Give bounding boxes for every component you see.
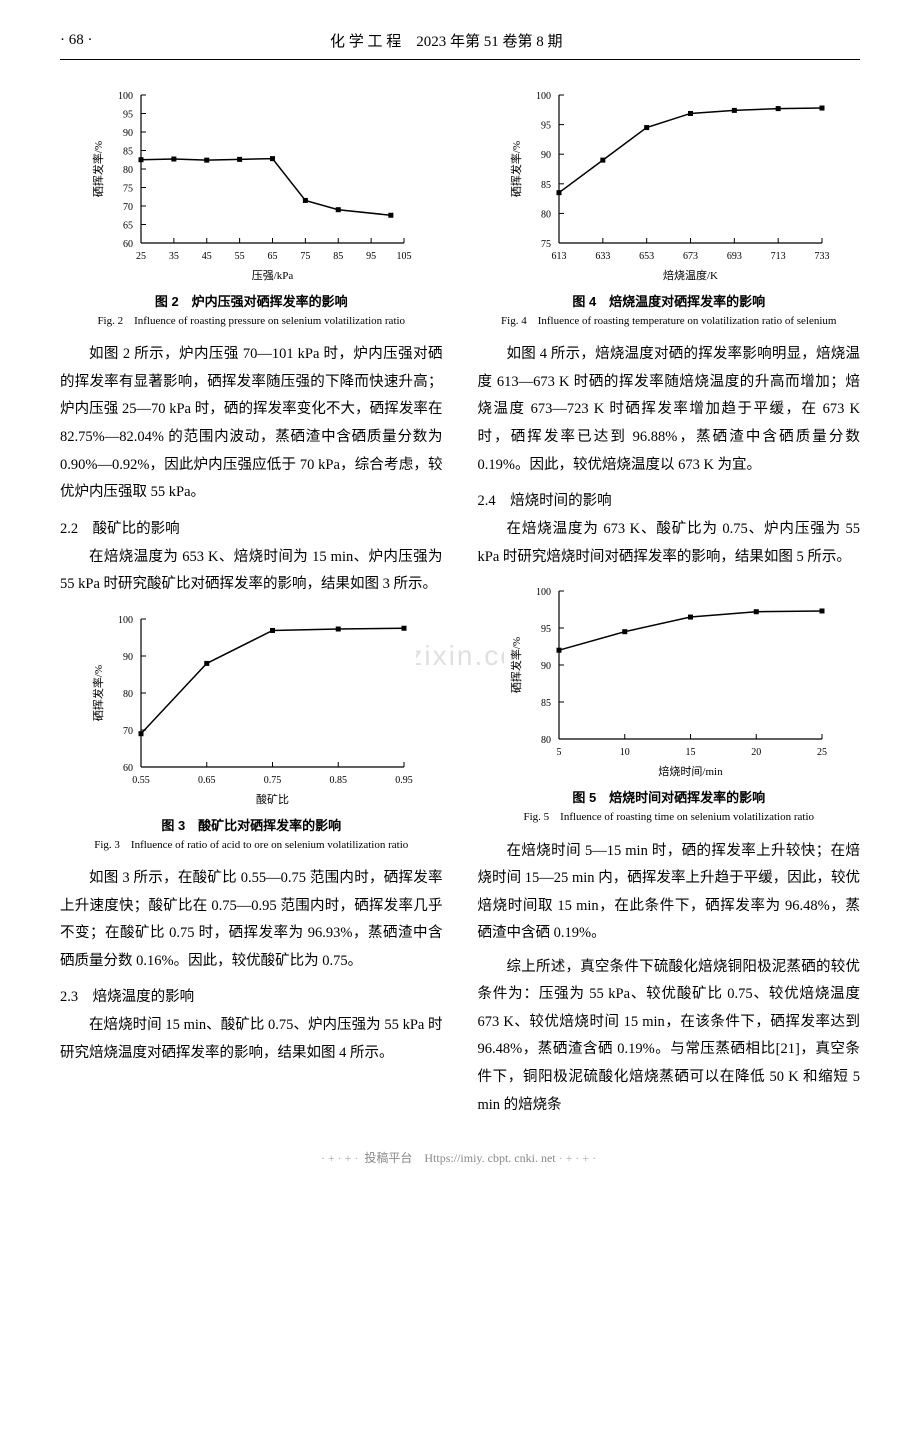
svg-text:100: 100 bbox=[118, 615, 133, 626]
svg-text:90: 90 bbox=[123, 128, 133, 139]
fig4-caption-cn: 图 4 焙烧温度对硒挥发率的影响 bbox=[572, 291, 765, 310]
svg-text:90: 90 bbox=[123, 652, 133, 663]
fig5-caption-en: Fig. 5 Influence of roasting time on sel… bbox=[523, 810, 814, 825]
fig4-chart: 613 633 653 673 693 713 733 75 80 85 90 95 100 焙烧温度/K… bbox=[504, 85, 834, 285]
svg-text:25: 25 bbox=[136, 251, 146, 262]
svg-text:0.55: 0.55 bbox=[133, 775, 151, 786]
fig3-caption-en: Fig. 3 Influence of ratio of acid to ore… bbox=[94, 838, 408, 853]
svg-text:10: 10 bbox=[620, 747, 630, 758]
svg-text:100: 100 bbox=[536, 587, 551, 598]
svg-text:95: 95 bbox=[541, 624, 551, 635]
svg-text:焙烧时间/min: 焙烧时间/min bbox=[658, 764, 723, 778]
svg-text:713: 713 bbox=[770, 251, 785, 262]
svg-text:85: 85 bbox=[541, 180, 551, 191]
para-2-4: 在焙烧时间 15 min、酸矿比 0.75、炉内压强为 55 kPa 时研究焙烧… bbox=[60, 1012, 443, 1067]
section-2-4: 2.4 焙烧时间的影响 bbox=[478, 489, 861, 510]
svg-text:焙烧温度/K: 焙烧温度/K bbox=[663, 268, 718, 282]
page-header: · 68 · 化 学 工 程 2023 年第 51 卷第 8 期 bbox=[60, 30, 860, 60]
svg-text:75: 75 bbox=[123, 184, 133, 195]
svg-text:95: 95 bbox=[123, 110, 133, 121]
fig2-caption-cn: 图 2 炉内压强对硒挥发率的影响 bbox=[155, 291, 348, 310]
fig5-caption-cn: 图 5 焙烧时间对硒挥发率的影响 bbox=[572, 787, 765, 806]
footer-deco-left: ·+·+· bbox=[321, 1151, 362, 1165]
svg-text:105: 105 bbox=[397, 251, 412, 262]
svg-text:80: 80 bbox=[123, 689, 133, 700]
para-r-2: 在焙烧温度为 673 K、酸矿比为 0.75、炉内压强为 55 kPa 时研究焙… bbox=[478, 516, 861, 571]
footer-text: 投稿平台 Https://imiy. cbpt. cnki. net bbox=[364, 1151, 555, 1165]
svg-text:70: 70 bbox=[123, 726, 133, 737]
para-2-1: 如图 2 所示，炉内压强 70—101 kPa 时，炉内压强对硒的挥发率有显著影… bbox=[60, 341, 443, 506]
svg-text:95: 95 bbox=[541, 121, 551, 132]
right-column: 613 633 653 673 693 713 733 75 80 85 90 95 100 焙烧温度/K… bbox=[478, 85, 861, 1119]
section-2-3: 2.3 焙烧温度的影响 bbox=[60, 985, 443, 1006]
svg-text:693: 693 bbox=[727, 251, 742, 262]
svg-text:75: 75 bbox=[541, 239, 551, 250]
fig2-caption-en: Fig. 2 Influence of roasting pressure on… bbox=[97, 314, 405, 329]
svg-text:15: 15 bbox=[685, 747, 695, 758]
svg-text:0.95: 0.95 bbox=[396, 775, 414, 786]
svg-text:613: 613 bbox=[551, 251, 566, 262]
svg-text:80: 80 bbox=[541, 209, 551, 220]
para-r-4: 综上所述，真空条件下硫酸化焙烧铜阳极泥蒸硒的较优条件为：压强为 55 kPa、较… bbox=[478, 954, 861, 1119]
svg-text:75: 75 bbox=[301, 251, 311, 262]
svg-text:20: 20 bbox=[751, 747, 761, 758]
svg-text:90: 90 bbox=[541, 150, 551, 161]
para-2-2: 在焙烧温度为 653 K、焙烧时间为 15 min、炉内压强为 55 kPa 时… bbox=[60, 544, 443, 599]
svg-text:35: 35 bbox=[169, 251, 179, 262]
svg-text:70: 70 bbox=[123, 202, 133, 213]
svg-text:90: 90 bbox=[541, 661, 551, 672]
svg-text:65: 65 bbox=[268, 251, 278, 262]
svg-text:酸矿比: 酸矿比 bbox=[256, 792, 289, 806]
svg-text:65: 65 bbox=[123, 221, 133, 232]
svg-text:733: 733 bbox=[814, 251, 829, 262]
svg-text:85: 85 bbox=[123, 147, 133, 158]
footer-deco-right: ·+·+· bbox=[559, 1151, 600, 1165]
left-column: 25 35 45 55 65 75 85 95 105 60 65 70 75 80 85 90 95 100 压强… bbox=[60, 85, 443, 1119]
svg-text:80: 80 bbox=[541, 735, 551, 746]
svg-text:0.65: 0.65 bbox=[198, 775, 216, 786]
fig4-caption-en: Fig. 4 Influence of roasting temperature… bbox=[501, 314, 836, 329]
para-r-1: 如图 4 所示，焙烧温度对硒的挥发率影响明显，焙烧温度 613—673 K 时硒… bbox=[478, 341, 861, 479]
journal-title: 化 学 工 程 2023 年第 51 卷第 8 期 bbox=[93, 30, 801, 51]
para-2-3: 如图 3 所示，在酸矿比 0.55—0.75 范围内时，硒挥发率上升速度快；酸矿… bbox=[60, 865, 443, 975]
svg-text:硒挥发率/%: 硒挥发率/% bbox=[509, 141, 523, 197]
svg-text:硒挥发率/%: 硒挥发率/% bbox=[509, 637, 523, 693]
fig3-container: 0.55 0.65 0.75 0.85 0.95 60 70 80 90 100 酸矿比 硒挥发率/%… bbox=[60, 609, 443, 853]
fig3-caption-cn: 图 3 酸矿比对硒挥发率的影响 bbox=[161, 815, 341, 834]
svg-text:100: 100 bbox=[118, 91, 133, 102]
fig5-chart: 5 10 15 20 25 80 85 90 95 100 焙烧时间/min 硒挥发率/% bbox=[504, 581, 834, 781]
svg-text:653: 653 bbox=[639, 251, 654, 262]
para-r-3: 在焙烧时间 5—15 min 时，硒的挥发率上升较快；在焙烧时间 15—25 m… bbox=[478, 838, 861, 948]
svg-text:55: 55 bbox=[235, 251, 245, 262]
svg-text:25: 25 bbox=[817, 747, 827, 758]
svg-text:0.85: 0.85 bbox=[330, 775, 348, 786]
svg-text:633: 633 bbox=[595, 251, 610, 262]
page-number: · 68 · bbox=[60, 32, 93, 49]
fig2-chart: 25 35 45 55 65 75 85 95 105 60 65 70 75 80 85 90 95 100 压强… bbox=[86, 85, 416, 285]
svg-text:80: 80 bbox=[123, 165, 133, 176]
svg-text:85: 85 bbox=[334, 251, 344, 262]
fig4-container: 613 633 653 673 693 713 733 75 80 85 90 95 100 焙烧温度/K… bbox=[478, 85, 861, 329]
svg-text:60: 60 bbox=[123, 763, 133, 774]
svg-text:压强/kPa: 压强/kPa bbox=[252, 269, 294, 282]
svg-text:0.75: 0.75 bbox=[264, 775, 282, 786]
svg-text:100: 100 bbox=[536, 91, 551, 102]
svg-text:673: 673 bbox=[683, 251, 698, 262]
svg-text:硒挥发率/%: 硒挥发率/% bbox=[91, 141, 105, 197]
section-2-2: 2.2 酸矿比的影响 bbox=[60, 517, 443, 538]
svg-text:45: 45 bbox=[202, 251, 212, 262]
svg-text:60: 60 bbox=[123, 239, 133, 250]
svg-text:5: 5 bbox=[556, 747, 561, 758]
page-footer: ·+·+· 投稿平台 Https://imiy. cbpt. cnki. net… bbox=[60, 1149, 860, 1166]
svg-text:95: 95 bbox=[366, 251, 376, 262]
fig3-chart: 0.55 0.65 0.75 0.85 0.95 60 70 80 90 100 酸矿比 硒挥发率/% bbox=[86, 609, 416, 809]
fig2-container: 25 35 45 55 65 75 85 95 105 60 65 70 75 80 85 90 95 100 压强… bbox=[60, 85, 443, 329]
svg-text:硒挥发率/%: 硒挥发率/% bbox=[91, 665, 105, 721]
fig5-container: 5 10 15 20 25 80 85 90 95 100 焙烧时间/min 硒挥发率/% 图 5 焙… bbox=[478, 581, 861, 825]
svg-text:85: 85 bbox=[541, 698, 551, 709]
